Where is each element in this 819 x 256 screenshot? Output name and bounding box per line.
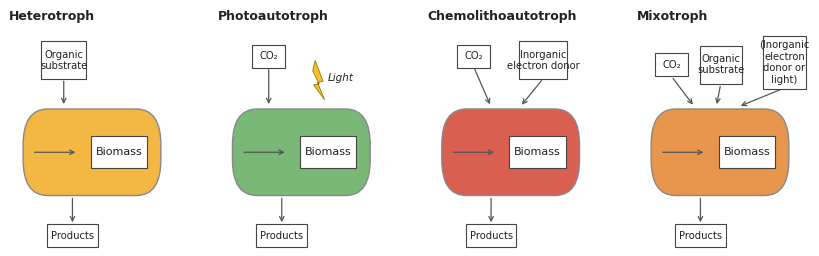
FancyBboxPatch shape (509, 136, 565, 168)
FancyBboxPatch shape (232, 109, 369, 196)
Text: Biomass: Biomass (95, 147, 142, 157)
FancyBboxPatch shape (518, 41, 567, 79)
Text: Products: Products (51, 231, 94, 241)
FancyBboxPatch shape (300, 136, 356, 168)
Text: Products: Products (678, 231, 721, 241)
FancyBboxPatch shape (23, 109, 161, 196)
Text: (Inorganic
electron
donor or
light): (Inorganic electron donor or light) (758, 40, 808, 85)
Text: Inorganic
electron donor: Inorganic electron donor (506, 50, 579, 71)
FancyBboxPatch shape (90, 136, 147, 168)
FancyBboxPatch shape (654, 53, 687, 76)
Text: CO₂: CO₂ (259, 51, 278, 61)
Text: Photoautotroph: Photoautotroph (218, 10, 328, 23)
Text: Biomass: Biomass (722, 147, 769, 157)
Text: Light: Light (328, 73, 354, 83)
FancyBboxPatch shape (762, 36, 804, 89)
Text: CO₂: CO₂ (661, 60, 680, 70)
FancyBboxPatch shape (674, 224, 725, 247)
FancyBboxPatch shape (456, 45, 490, 68)
Text: Mixotroph: Mixotroph (636, 10, 707, 23)
Text: Chemolithoautotroph: Chemolithoautotroph (427, 10, 576, 23)
Text: CO₂: CO₂ (464, 51, 482, 61)
FancyBboxPatch shape (699, 46, 741, 84)
FancyBboxPatch shape (717, 136, 774, 168)
FancyBboxPatch shape (47, 224, 97, 247)
FancyBboxPatch shape (41, 41, 86, 79)
Text: Products: Products (260, 231, 303, 241)
Text: Heterotroph: Heterotroph (9, 10, 95, 23)
FancyBboxPatch shape (465, 224, 516, 247)
Text: Products: Products (469, 231, 512, 241)
FancyBboxPatch shape (251, 45, 285, 68)
Text: Organic
substrate: Organic substrate (696, 54, 744, 76)
Text: Biomass: Biomass (514, 147, 560, 157)
FancyBboxPatch shape (441, 109, 579, 196)
FancyBboxPatch shape (256, 224, 307, 247)
FancyBboxPatch shape (650, 109, 788, 196)
Text: Biomass: Biomass (305, 147, 351, 157)
Polygon shape (312, 60, 324, 100)
Text: Organic
substrate: Organic substrate (40, 50, 88, 71)
